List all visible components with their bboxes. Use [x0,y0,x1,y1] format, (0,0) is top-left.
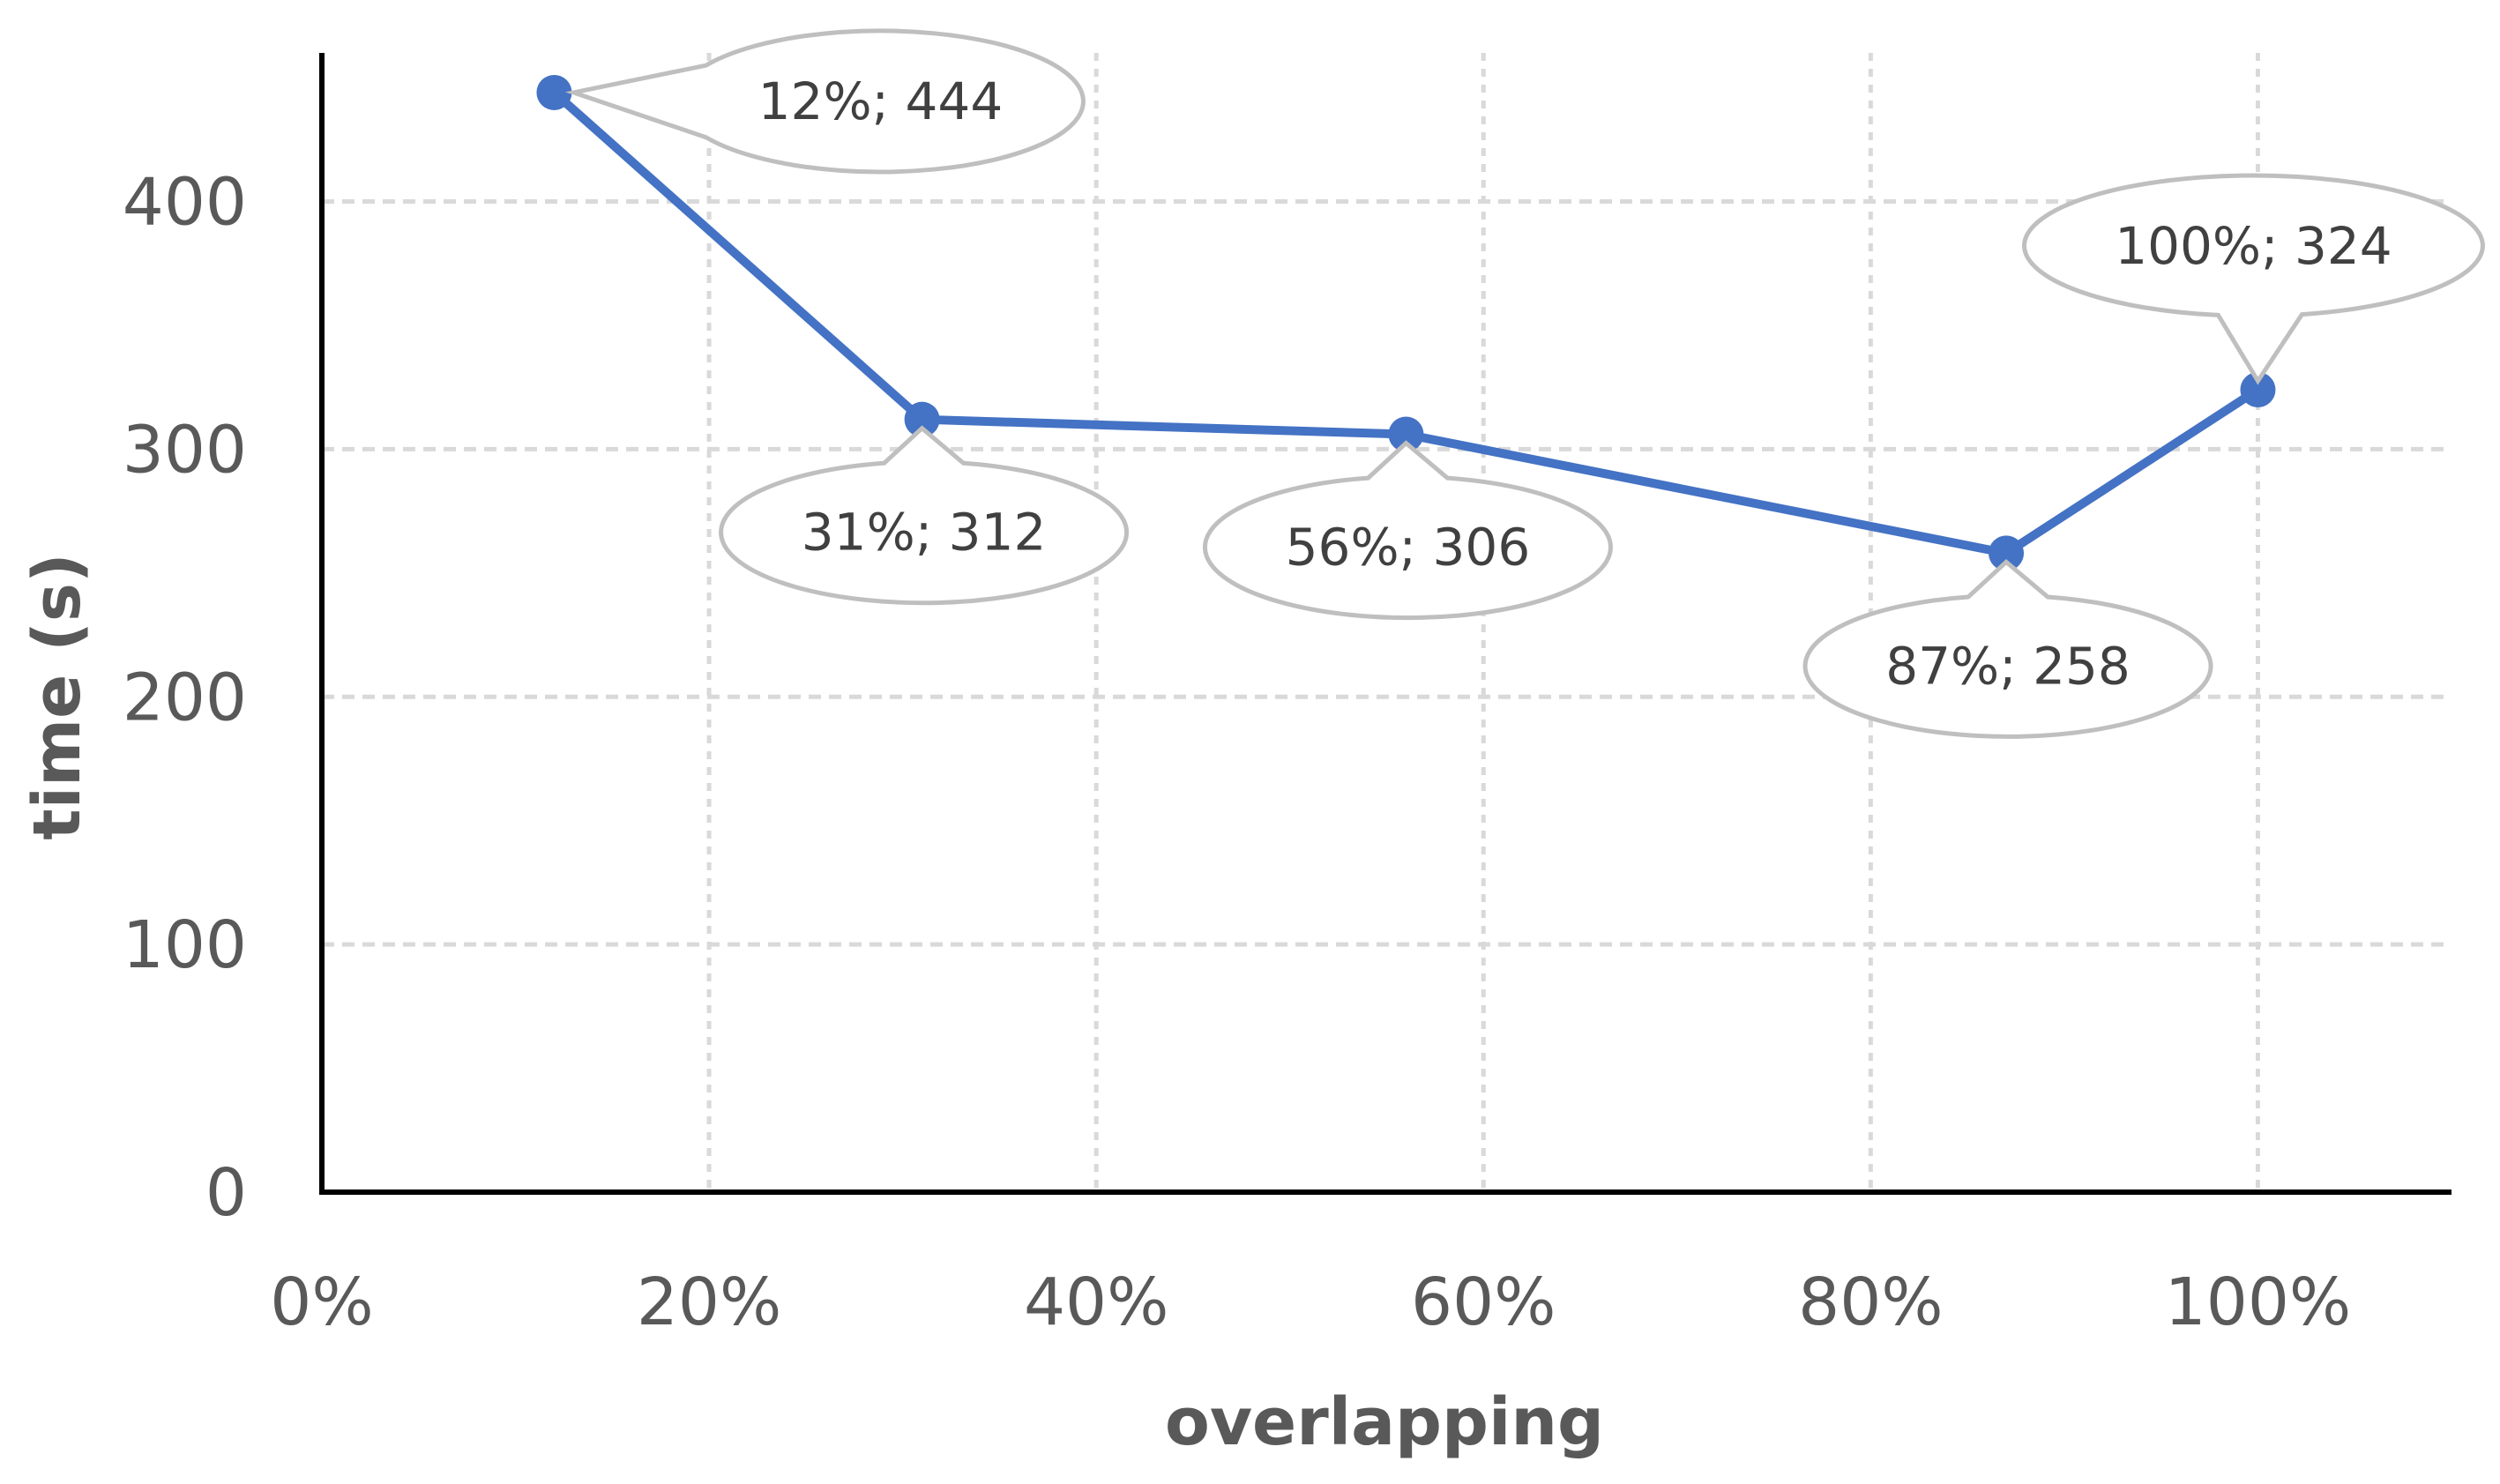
x-tick-label: 100% [2165,1264,2352,1340]
y-axis-title: time (s) [19,553,95,839]
data-label: 100%; 324 [2115,216,2392,276]
y-tick-label: 400 [123,165,247,241]
series [536,74,2276,571]
data-label: 31%; 312 [802,503,1047,563]
axes [319,53,2451,1195]
x-axis-title: overlapping [1165,1384,1604,1460]
data-label-callouts: 12%; 444 31%; 312 56%; 306 87%; 258 100%; 32… [564,28,2485,739]
y-tick-label: 300 [123,412,247,488]
x-tick-label: 80% [1798,1264,1943,1340]
y-tick-label: 100 [123,907,247,983]
x-tick-label: 40% [1024,1264,1168,1340]
data-point [1989,535,2025,571]
data-point [536,74,572,110]
callout-bubble [564,28,1086,175]
data-label: 87%; 258 [1885,636,2131,696]
y-tick-label: 200 [123,660,247,735]
callout-bubble [1202,440,1613,621]
callout-bubble [719,425,1130,606]
x-tick-label: 0% [270,1264,373,1340]
callout-bubble [1802,559,2213,739]
y-tick-label: 0 [205,1155,247,1231]
data-label: 12%; 444 [758,71,1004,131]
x-tick-label: 20% [637,1264,781,1340]
callout-bubble [2021,173,2485,385]
data-point [2240,371,2276,407]
data-label: 56%; 306 [1286,518,1531,578]
data-point [904,401,940,437]
tick-labels: 0 100 200 300 400 0% 20% 40% 60% 80% 100% [123,165,2351,1340]
x-tick-label: 60% [1411,1264,1556,1340]
data-point [1388,416,1424,452]
